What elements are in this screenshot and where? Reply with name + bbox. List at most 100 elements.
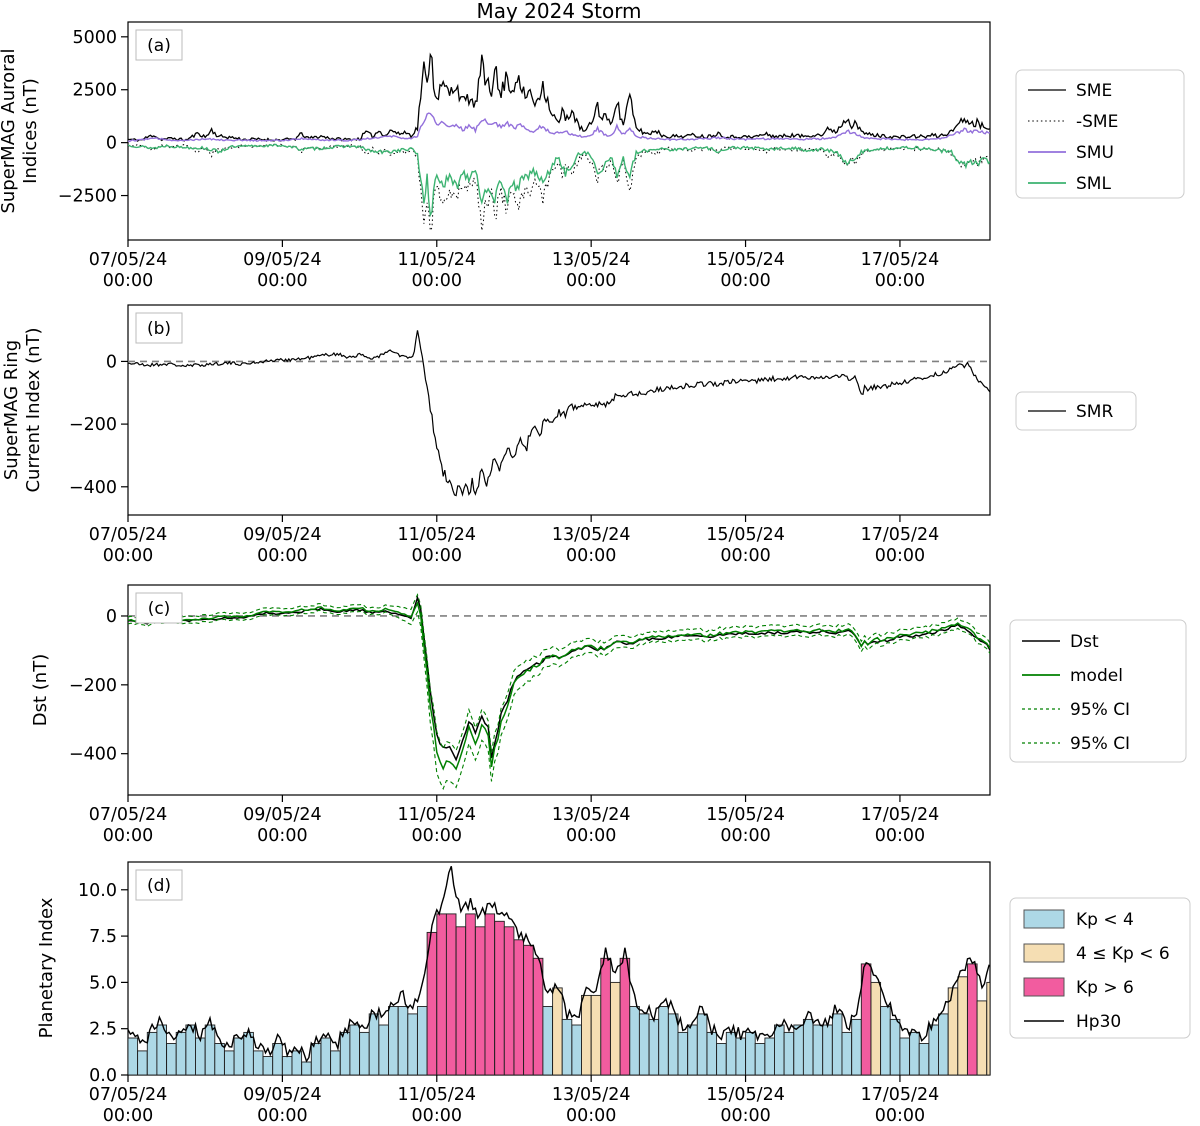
legend-label-sml: SML: [1076, 174, 1111, 194]
series-SMR: [128, 330, 990, 497]
series-SME: [128, 52, 990, 143]
y-tick-label: 0: [106, 352, 117, 372]
x-tick-label-date: 15/05/24: [706, 1085, 785, 1105]
kp-bar: [513, 939, 525, 1075]
ylabel-b-line1: SuperMAG Ring: [1, 340, 22, 480]
kp-bar: [851, 1018, 862, 1075]
kp-bar: [619, 957, 631, 1075]
x-tick-label-date: 09/05/24: [243, 805, 322, 825]
kp-bar: [503, 926, 515, 1075]
x-tick-label-date: 13/05/24: [552, 525, 631, 545]
ylabel-d: Planetary Index: [36, 897, 57, 1038]
x-tick-label-time: 00:00: [257, 826, 307, 846]
kp-bar: [677, 1031, 689, 1075]
panel-series-(b): [128, 330, 990, 497]
kp-bar: [716, 1043, 727, 1075]
y-tick-label: −200: [69, 676, 117, 696]
kp-bar: [523, 944, 534, 1075]
x-tick-label-time: 00:00: [412, 546, 462, 566]
kp-bar: [802, 1018, 814, 1075]
kp-high-patch: [1023, 977, 1065, 997]
legend-label-smr: SMR: [1076, 402, 1113, 422]
x-tick-label-time: 00:00: [875, 546, 925, 566]
x-tick-label-date: 17/05/24: [861, 805, 940, 825]
x-tick-label-date: 11/05/24: [397, 250, 476, 270]
figure-title: May 2024 Storm: [476, 0, 641, 23]
y-tick-label: 7.5: [89, 927, 117, 947]
x-tick-label-time: 00:00: [720, 826, 770, 846]
panel-label-c-text: (c): [148, 599, 171, 619]
legend-item: Kp > 6: [1023, 977, 1134, 998]
x-tick-label-time: 00:00: [875, 271, 925, 291]
legend-item: Hp30: [1024, 1012, 1121, 1032]
legend-item: SMU: [1028, 143, 1114, 163]
x-tick-label-date: 09/05/24: [243, 525, 322, 545]
y-tick-label: 10.0: [78, 881, 117, 901]
x-tick-label-time: 00:00: [566, 546, 616, 566]
series-SML: [128, 143, 990, 218]
kp-bar: [128, 1037, 139, 1075]
legend-label-ci-upper: 95% CI: [1070, 700, 1130, 720]
hp30-line: [128, 865, 990, 1063]
kp-bar: [822, 1024, 833, 1075]
kp-bar: [571, 1024, 582, 1075]
kp-bar: [610, 981, 621, 1075]
kp-bar: [166, 1043, 177, 1075]
kp-bar: [909, 1031, 920, 1075]
kp-bar: [272, 1043, 283, 1075]
kp-low-patch: [1023, 909, 1065, 929]
x-tick-label-date: 13/05/24: [552, 250, 631, 270]
legend-label-sme: SME: [1076, 81, 1112, 101]
kp-bar: [754, 1043, 766, 1075]
legend-label-kp-high: Kp > 6: [1076, 978, 1134, 998]
y-tick-label: −400: [69, 478, 117, 498]
kp-mid-patch: [1023, 943, 1065, 963]
kp-bar: [831, 1013, 843, 1075]
panel-label-b: (b): [135, 312, 183, 344]
x-tick-label-time: 00:00: [412, 271, 462, 291]
kp-bar: [967, 963, 978, 1075]
x-tick-label-time: 00:00: [412, 1106, 462, 1122]
panel-label-d-text: (d): [147, 876, 171, 896]
kp-bar: [291, 1050, 303, 1075]
x-tick-label-time: 00:00: [875, 1106, 925, 1122]
kp-bar: [359, 1031, 370, 1075]
panel-label-a-text: (a): [147, 36, 171, 56]
series-95% CI: [128, 609, 990, 791]
kp-bar: [137, 1050, 148, 1075]
kp-bar: [841, 1031, 853, 1075]
x-tick-label-date: 15/05/24: [706, 525, 785, 545]
kp-bar: [339, 1031, 351, 1075]
legend-label-neg-sme: -SME: [1076, 112, 1118, 132]
legend-label-kp-low: Kp < 4: [1076, 910, 1134, 930]
kp-bar: [233, 1037, 245, 1075]
kp-bar: [561, 1018, 573, 1075]
kp-bar: [638, 1013, 650, 1075]
y-tick-label: −400: [69, 745, 117, 765]
kp-bar: [417, 1006, 428, 1075]
x-tick-label-time: 00:00: [720, 271, 770, 291]
kp-bar: [600, 957, 611, 1075]
y-tick-label: 0: [106, 134, 117, 154]
kp-bar: [706, 1031, 718, 1075]
kp-bar: [889, 1018, 901, 1075]
x-tick-label-date: 09/05/24: [243, 250, 322, 270]
kp-bar: [368, 1013, 380, 1075]
x-tick-label-time: 00:00: [412, 826, 462, 846]
legend-label-hp30: Hp30: [1076, 1012, 1121, 1032]
legend-label-kp-mid: 4 ≤ Kp < 6: [1076, 944, 1170, 964]
kp-bar: [224, 1050, 235, 1075]
x-tick-label-time: 00:00: [103, 546, 153, 566]
y-tick-label: 2.5: [89, 1020, 117, 1040]
kp-bar: [696, 1013, 708, 1075]
kp-bar: [918, 1043, 930, 1075]
panel-series-(c): [128, 593, 990, 791]
x-tick-label-date: 11/05/24: [397, 1085, 476, 1105]
x-tick-label-date: 17/05/24: [861, 525, 940, 545]
kp-bar: [764, 1037, 775, 1075]
x-tick-label-date: 17/05/24: [861, 1085, 940, 1105]
ylabel-b-line2: Current Index (nT): [23, 327, 44, 492]
kp-bar: [214, 1043, 225, 1075]
x-tick-label-date: 07/05/24: [89, 250, 168, 270]
